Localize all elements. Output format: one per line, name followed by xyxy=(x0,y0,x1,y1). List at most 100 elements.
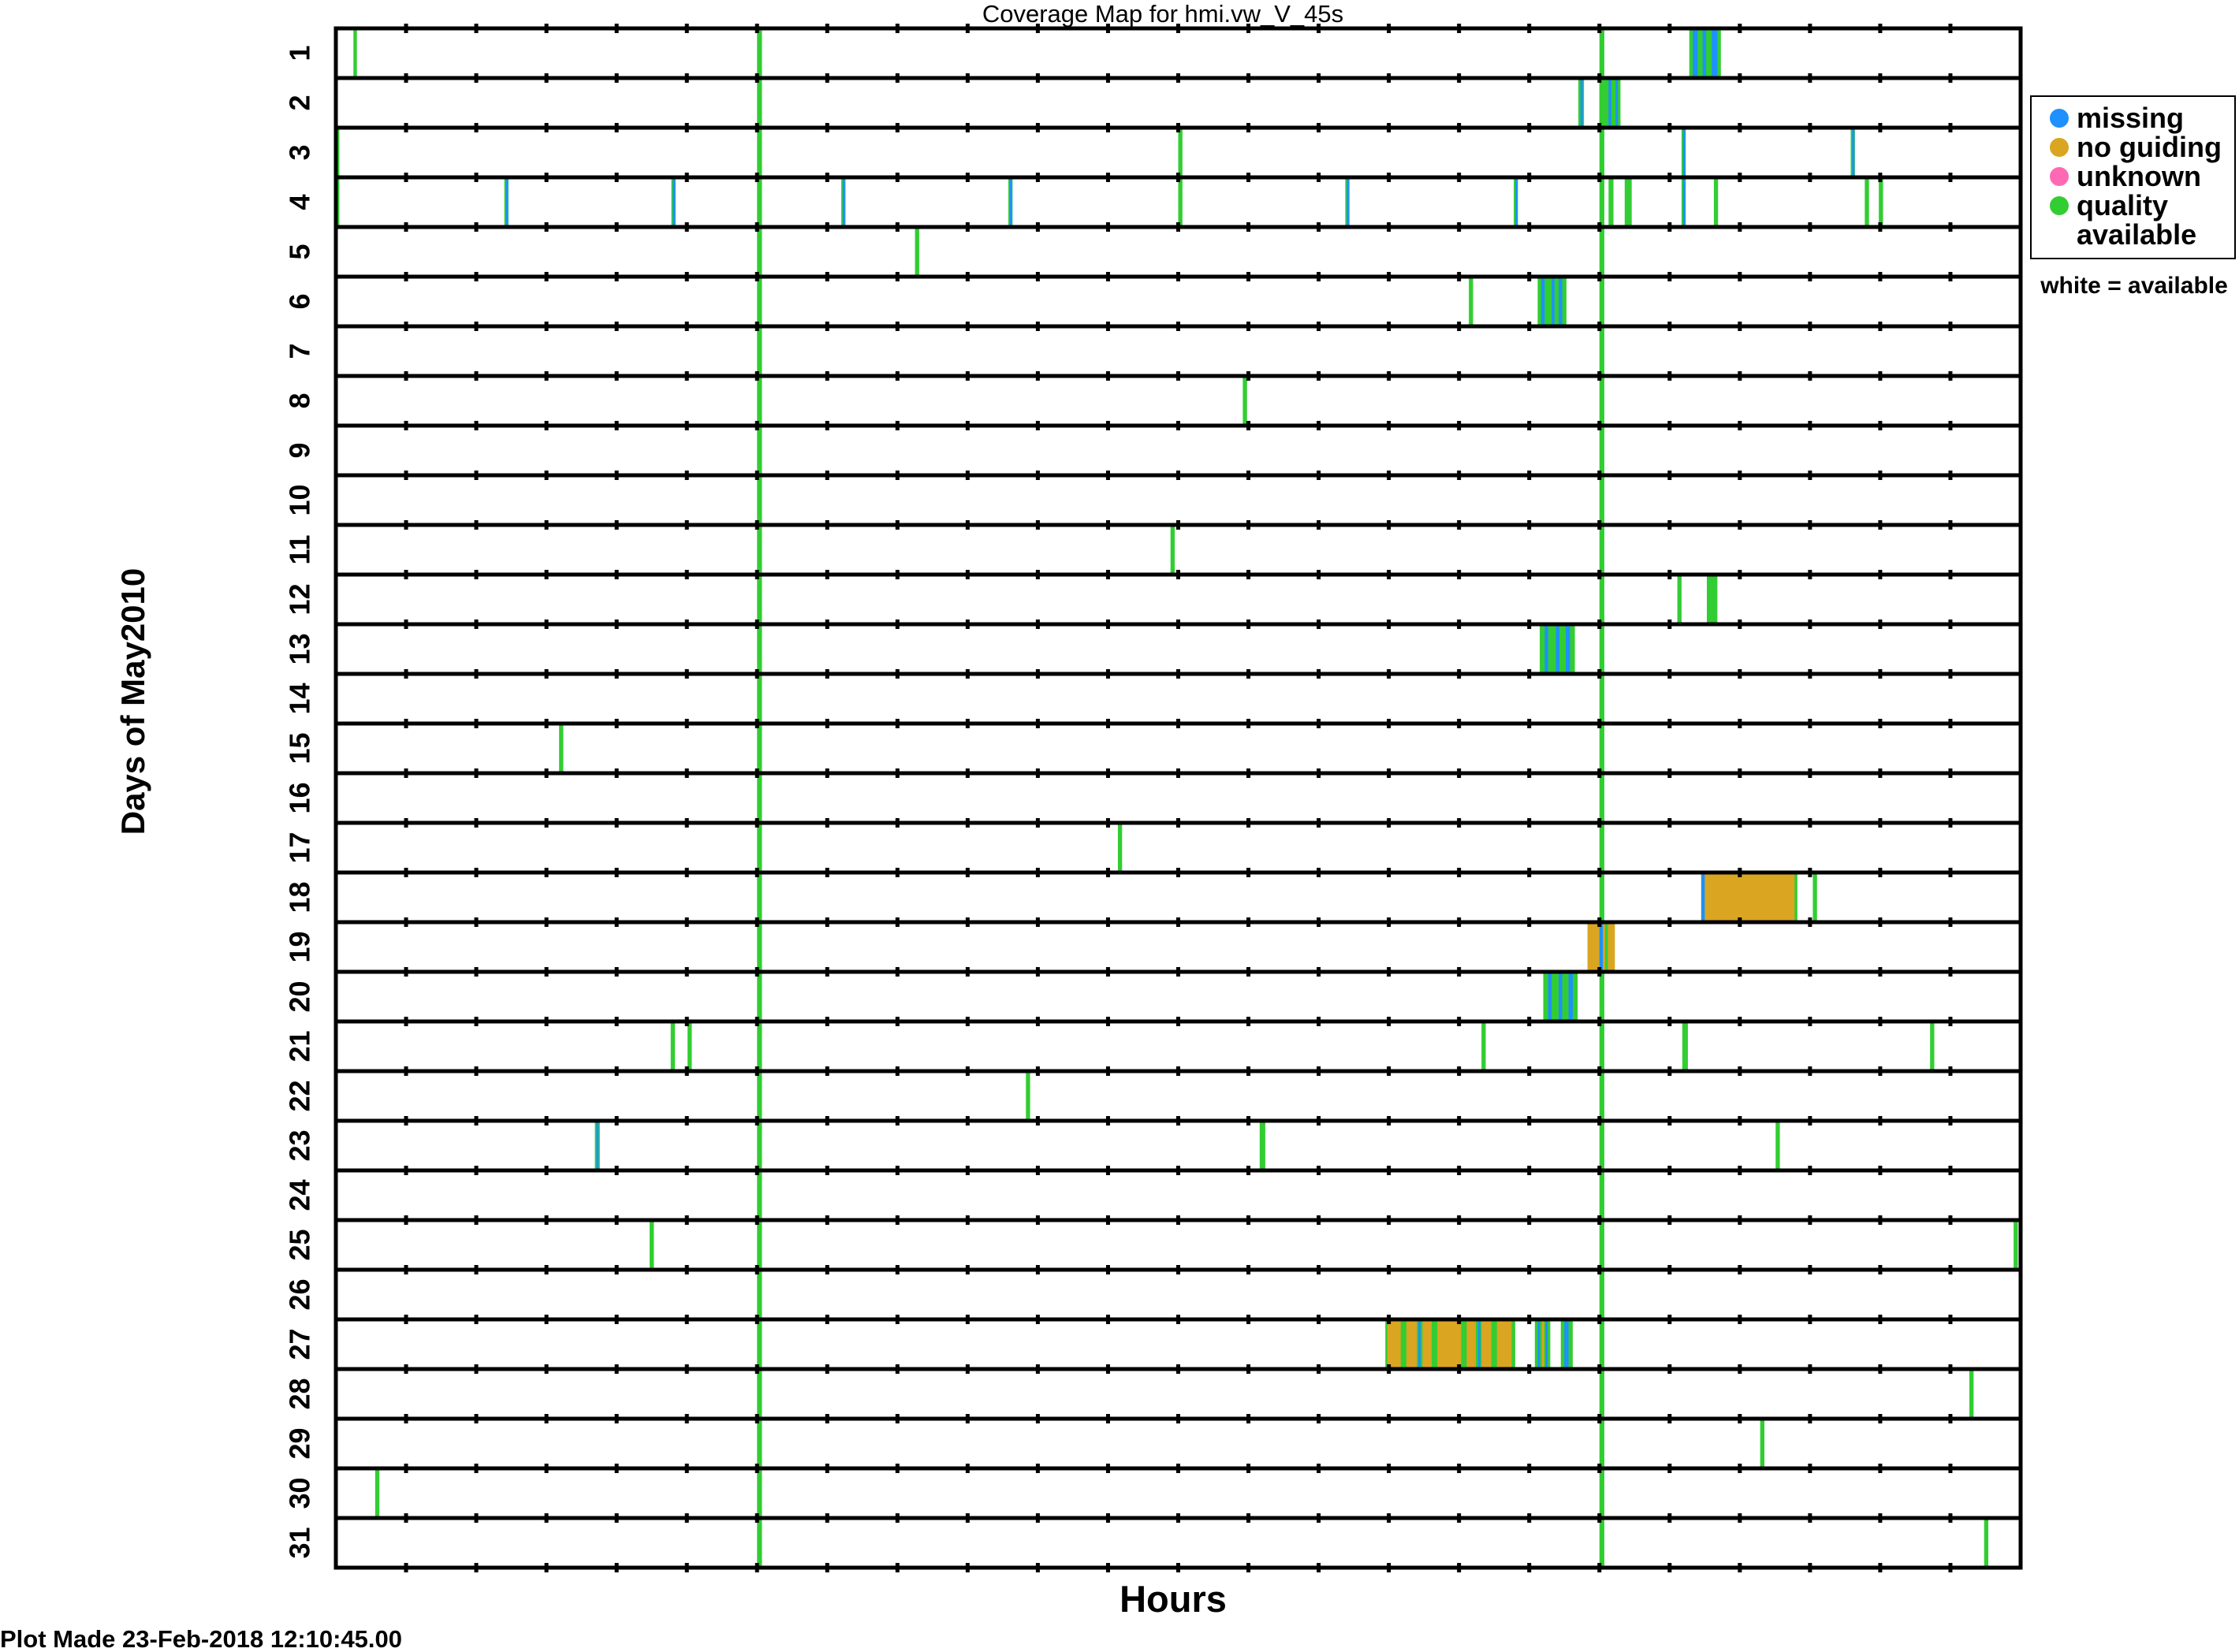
coverage-segment-missing xyxy=(1701,873,1705,922)
coverage-segment-quality xyxy=(1713,177,1719,227)
coverage-segment-quality xyxy=(670,1021,676,1071)
coverage-segment-quality xyxy=(1930,1021,1935,1071)
coverage-segment-noguide xyxy=(1496,1319,1512,1369)
coverage-segment-missing xyxy=(1418,1319,1421,1369)
coverage-segment-quality xyxy=(1599,1468,1604,1518)
coverage-segment-quality xyxy=(757,972,762,1021)
coverage-segment-quality xyxy=(1178,128,1183,177)
coverage-segment-quality xyxy=(1599,1220,1604,1270)
coverage-segment-missing xyxy=(1712,28,1718,78)
coverage-segment-quality xyxy=(915,227,919,277)
coverage-segment-quality xyxy=(1599,1319,1604,1369)
coverage-segment-missing xyxy=(596,1121,599,1170)
coverage-segment-quality xyxy=(757,376,762,426)
coverage-segment-quality xyxy=(1117,823,1123,873)
day-tick-label: 22 xyxy=(284,1080,316,1111)
day-tick-label: 21 xyxy=(284,1030,316,1062)
day-tick-labels: 1234567891011121314151617181920212223242… xyxy=(284,45,316,1558)
coverage-segment-missing xyxy=(1566,624,1570,674)
coverage-segment-quality xyxy=(757,1518,762,1568)
coverage-segment-quality xyxy=(1865,177,1869,227)
coverage-segment-missing xyxy=(1682,128,1686,177)
coverage-segment-quality xyxy=(1599,28,1604,78)
coverage-segment-quality xyxy=(757,724,762,773)
coverage-segment-quality xyxy=(1775,1121,1780,1170)
coverage-segment-noguide xyxy=(1437,1319,1462,1369)
coverage-segment-missing xyxy=(1009,177,1012,227)
coverage-segment-quality xyxy=(1599,724,1604,773)
coverage-segment-quality xyxy=(1599,1071,1604,1121)
coverage-segment-quality xyxy=(1599,873,1604,922)
coverage-segment-quality xyxy=(1599,525,1604,575)
coverage-segment-quality xyxy=(650,1220,654,1270)
coverage-segment-missing xyxy=(1514,177,1518,227)
coverage-segment-quality xyxy=(1599,972,1604,1021)
day-tick-label: 1 xyxy=(284,45,316,61)
day-tick-label: 10 xyxy=(284,484,316,515)
coverage-segment-missing xyxy=(1608,78,1611,128)
coverage-segment-quality xyxy=(1599,674,1604,724)
day-tick-label: 29 xyxy=(284,1427,316,1459)
coverage-segment-quality xyxy=(757,1170,762,1220)
coverage-segment-quality xyxy=(1599,1121,1604,1170)
coverage-segment-quality xyxy=(757,575,762,624)
coverage-segment-quality xyxy=(1170,525,1175,575)
day-tick-label: 25 xyxy=(284,1229,316,1260)
legend-item-unknown: unknown xyxy=(2050,160,2201,192)
chart-title: Coverage Map for hmi.vw_V_45s xyxy=(982,0,1343,28)
day-tick-label: 16 xyxy=(284,782,316,813)
coverage-segment-noguide xyxy=(1422,1319,1432,1369)
coverage-segment-quality xyxy=(2014,1220,2018,1270)
legend-label: unknown xyxy=(2077,160,2201,192)
plot-made-footer: Plot Made 23-Feb-2018 12:10:45.00 xyxy=(0,1625,402,1652)
coverage-segment-quality xyxy=(1599,277,1604,326)
legend-label: missing xyxy=(2077,102,2184,134)
coverage-segment-quality xyxy=(1469,277,1473,326)
coverage-segment-quality xyxy=(757,227,762,277)
coverage-segment-quality xyxy=(757,1468,762,1518)
day-tick-label: 30 xyxy=(284,1477,316,1509)
coverage-segment-missing xyxy=(1559,277,1563,326)
coverage-segment-missing xyxy=(1615,78,1619,128)
day-tick-label: 18 xyxy=(284,881,316,913)
coverage-segment-quality xyxy=(1178,177,1183,227)
legend-marker-noguide xyxy=(2050,138,2069,157)
coverage-segment-quality xyxy=(757,1220,762,1270)
coverage-segment-quality xyxy=(757,823,762,873)
coverage-segment-noguide xyxy=(1541,1319,1544,1369)
coverage-segment-quality xyxy=(757,773,762,823)
day-tick-label: 17 xyxy=(284,832,316,863)
coverage-segment-noguide xyxy=(1466,1319,1477,1369)
coverage-segment-quality xyxy=(687,1021,692,1071)
day-tick-label: 14 xyxy=(284,683,316,714)
coverage-segment-quality xyxy=(757,922,762,972)
coverage-segment-quality xyxy=(1608,177,1614,227)
coverage-segment-quality xyxy=(1624,177,1632,227)
coverage-segment-missing xyxy=(1702,28,1707,78)
day-tick-label: 12 xyxy=(284,583,316,615)
coverage-segment-quality xyxy=(1599,1419,1604,1468)
coverage-segment-quality xyxy=(757,128,762,177)
day-tick-label: 5 xyxy=(284,244,316,259)
coverage-segment-quality xyxy=(1969,1369,1974,1419)
coverage-segment-quality xyxy=(1599,426,1604,475)
legend-item-noguide: no guiding xyxy=(2050,131,2222,163)
coverage-segment-missing xyxy=(672,177,676,227)
x-axis-label: Hours xyxy=(1120,1578,1227,1620)
legend-label: quality xyxy=(2077,189,2168,221)
coverage-segment-missing xyxy=(1555,624,1559,674)
legend-item-missing: missing xyxy=(2050,102,2184,134)
coverage-segment-quality xyxy=(1259,1121,1265,1170)
coverage-segment-missing xyxy=(1599,922,1604,972)
coverage-segment-quality xyxy=(1599,823,1604,873)
legend-marker-quality xyxy=(2050,196,2069,215)
coverage-segment-quality xyxy=(1242,376,1247,426)
coverage-segment-noguide xyxy=(1387,1319,1401,1369)
coverage-segment-quality xyxy=(757,1319,762,1369)
coverage-segment-quality xyxy=(757,1270,762,1319)
y-axis-label: Days of May2010 xyxy=(114,568,151,835)
coverage-segment-quality xyxy=(1812,873,1817,922)
day-tick-label: 4 xyxy=(284,194,316,210)
